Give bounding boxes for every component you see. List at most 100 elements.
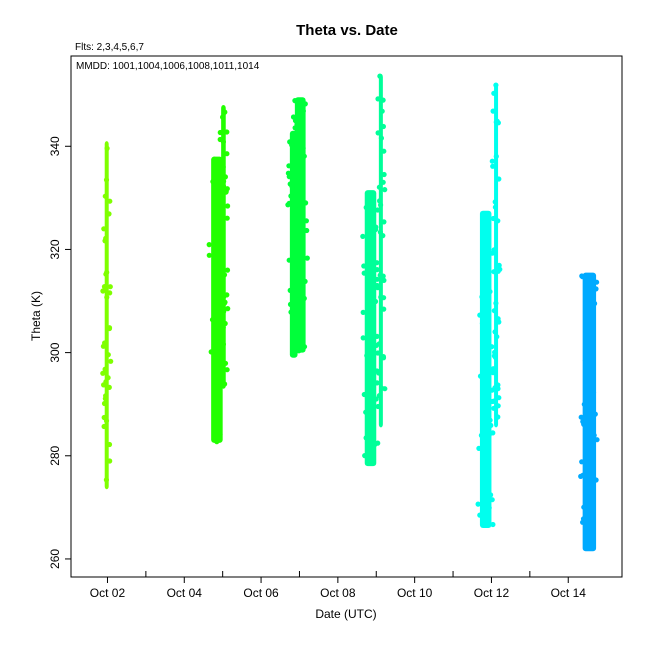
data-point [368, 452, 374, 458]
data-point [300, 145, 306, 151]
data-point [485, 514, 491, 520]
data-point [580, 419, 586, 425]
data-point [481, 347, 487, 353]
y-tick-label: 280 [48, 445, 62, 465]
data-point [296, 202, 302, 208]
data-point [366, 248, 372, 255]
data-point [224, 151, 230, 157]
data-point [294, 98, 300, 105]
data-point [364, 353, 370, 359]
series-3-segment-2 [294, 97, 306, 353]
data-point [106, 325, 113, 332]
data-point [578, 414, 584, 420]
x-tick-label: Oct 06 [243, 586, 279, 600]
data-point [294, 165, 300, 171]
data-point [222, 174, 228, 180]
data-point [480, 211, 486, 217]
data-point [495, 218, 501, 224]
data-point [208, 349, 214, 355]
data-point [375, 207, 381, 213]
data-point [304, 255, 310, 261]
data-point [367, 322, 373, 328]
data-point [580, 519, 586, 525]
series-4 [360, 73, 388, 467]
data-point [103, 477, 109, 483]
data-point [477, 512, 483, 518]
data-point [377, 272, 383, 278]
data-point [493, 82, 499, 88]
series-2-segment-2 [221, 105, 226, 389]
data-point [290, 304, 296, 310]
data-point [483, 236, 489, 242]
mmdd-subtitle: MMDD: 1001,1004,1006,1008,1011,1014 [76, 61, 260, 72]
data-point [217, 261, 223, 267]
data-point [300, 108, 306, 114]
data-point [368, 227, 374, 233]
data-point [375, 283, 381, 289]
data-point [285, 202, 291, 208]
data-point [381, 148, 387, 154]
data-point [493, 153, 499, 159]
data-point [485, 263, 491, 269]
data-point [291, 310, 297, 316]
data-point [214, 439, 220, 445]
data-point [296, 268, 302, 274]
data-point [206, 242, 212, 248]
data-point [475, 501, 481, 507]
data-point [107, 284, 113, 290]
data-point [291, 263, 297, 269]
data-point [222, 360, 229, 366]
data-point [211, 224, 217, 230]
data-point [380, 355, 387, 361]
data-point [103, 177, 110, 183]
data-point [586, 507, 592, 513]
data-point [477, 373, 484, 379]
data-point [376, 370, 382, 376]
data-point [215, 208, 221, 214]
data-point [108, 358, 114, 364]
data-point [374, 260, 380, 266]
data-point [491, 90, 497, 96]
data-point [489, 497, 495, 503]
data-point [103, 418, 110, 424]
data-point [360, 309, 366, 315]
data-point [381, 219, 387, 225]
plot-frame [70, 55, 623, 578]
data-point [210, 179, 216, 185]
series-1-segment-1 [104, 141, 109, 490]
data-point [223, 189, 229, 195]
data-point [214, 290, 220, 296]
data-point [375, 440, 381, 446]
data-point [374, 333, 380, 339]
data-point [367, 409, 373, 415]
data-point [496, 176, 502, 182]
data-point [213, 347, 219, 353]
series-4-segment-2 [378, 74, 383, 428]
data-point [370, 318, 376, 324]
data-point [376, 184, 382, 190]
x-tick-label: Oct 14 [551, 586, 587, 600]
data-point [380, 97, 386, 103]
data-point [579, 273, 585, 279]
data-point [220, 114, 226, 120]
data-point [381, 277, 387, 283]
data-point [485, 488, 491, 494]
data-point [295, 174, 302, 180]
data-point [486, 493, 492, 499]
data-point [587, 298, 593, 304]
data-point [490, 163, 496, 169]
data-point [290, 114, 297, 120]
data-point [224, 215, 230, 221]
data-point [486, 366, 492, 372]
data-point [375, 350, 381, 356]
data-point [295, 297, 301, 303]
data-point [590, 289, 597, 295]
data-point [491, 398, 497, 404]
data-point [589, 457, 595, 463]
data-point [298, 245, 304, 251]
data-point [218, 166, 224, 172]
data-point [222, 109, 228, 115]
data-point [361, 263, 367, 269]
data-point [363, 409, 369, 415]
data-point [491, 308, 497, 314]
